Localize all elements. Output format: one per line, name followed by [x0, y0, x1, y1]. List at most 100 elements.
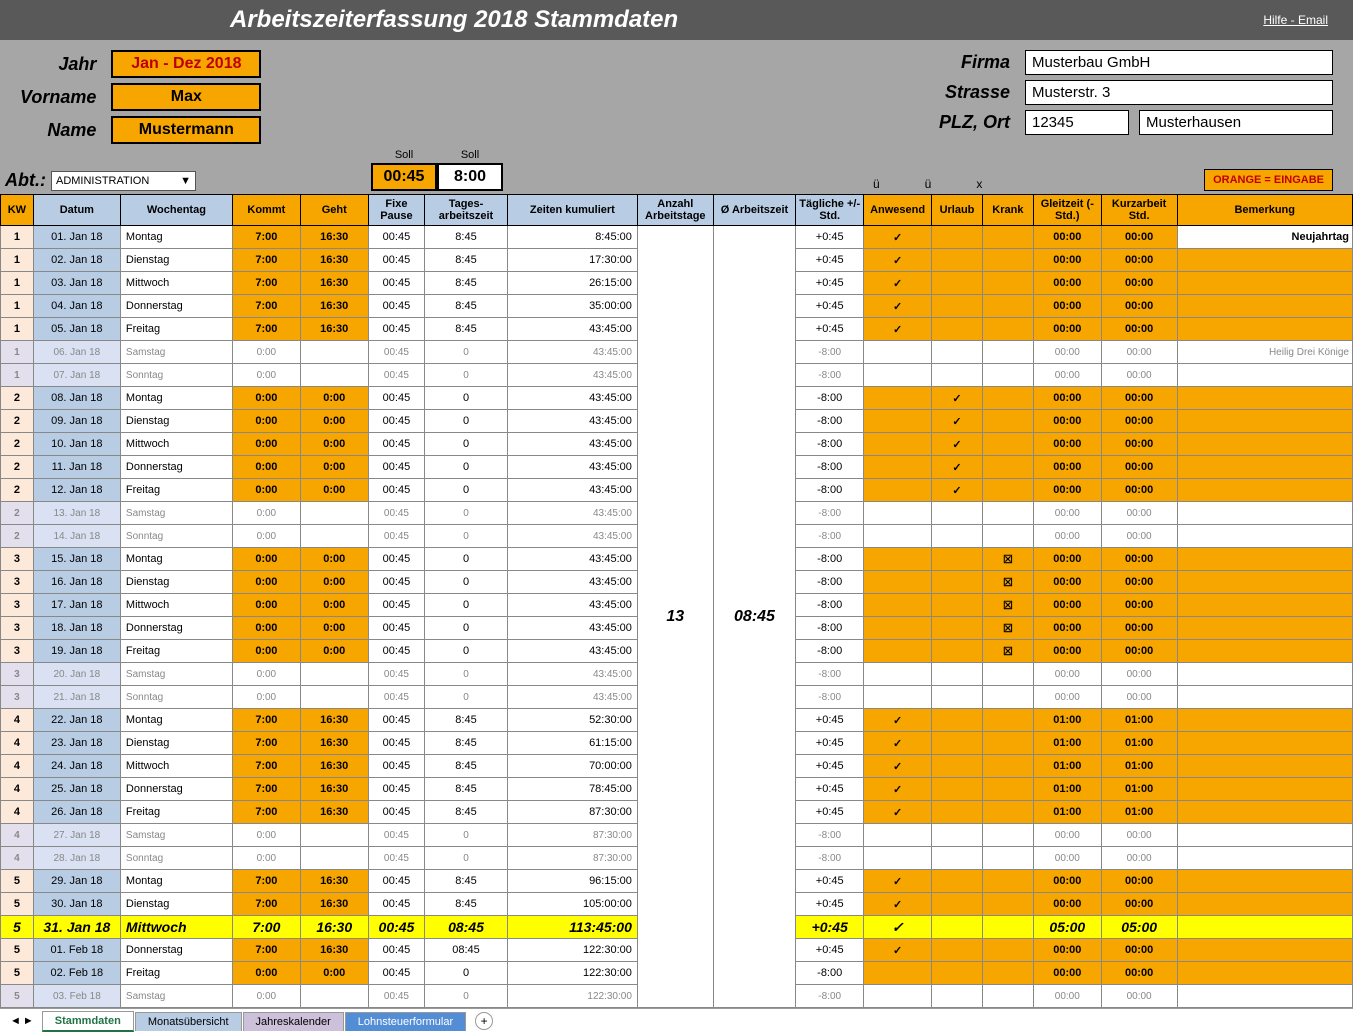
kumul-cell[interactable]: 43:45:00 [507, 456, 637, 479]
bemerkung-cell[interactable] [1177, 295, 1352, 318]
diff-cell[interactable]: -8:00 [796, 847, 864, 870]
kw-cell[interactable]: 4 [1, 778, 34, 801]
krank-cell[interactable] [982, 732, 1033, 755]
kw-cell[interactable]: 3 [1, 686, 34, 709]
kommt-cell[interactable]: 7:00 [232, 249, 300, 272]
pause-cell[interactable]: 00:45 [368, 295, 425, 318]
krank-cell[interactable] [982, 341, 1033, 364]
urlaub-cell[interactable] [932, 663, 983, 686]
bemerkung-cell[interactable] [1177, 985, 1352, 1008]
datum-cell[interactable]: 14. Jan 18 [33, 525, 120, 548]
tages-cell[interactable]: 8:45 [425, 870, 508, 893]
gleitzeit-cell[interactable]: 00:00 [1033, 433, 1101, 456]
krank-cell[interactable] [982, 433, 1033, 456]
diff-cell[interactable]: +0:45 [796, 226, 864, 249]
kurzarbeit-cell[interactable]: 00:00 [1101, 364, 1177, 387]
wtag-cell[interactable]: Donnerstag [120, 778, 232, 801]
pause-cell[interactable]: 00:45 [368, 249, 425, 272]
datum-cell[interactable]: 13. Jan 18 [33, 502, 120, 525]
pause-cell[interactable]: 00:45 [368, 479, 425, 502]
kurzarbeit-cell[interactable]: 01:00 [1101, 778, 1177, 801]
krank-cell[interactable] [982, 226, 1033, 249]
kw-cell[interactable]: 5 [1, 893, 34, 916]
diff-cell[interactable]: +0:45 [796, 893, 864, 916]
tages-cell[interactable]: 8:45 [425, 732, 508, 755]
datum-cell[interactable]: 15. Jan 18 [33, 548, 120, 571]
kommt-cell[interactable]: 0:00 [232, 479, 300, 502]
tages-cell[interactable]: 8:45 [425, 755, 508, 778]
kw-cell[interactable]: 2 [1, 433, 34, 456]
wtag-cell[interactable]: Samstag [120, 502, 232, 525]
tages-cell[interactable]: 0 [425, 985, 508, 1008]
kw-cell[interactable]: 4 [1, 709, 34, 732]
diff-cell[interactable]: -8:00 [796, 985, 864, 1008]
kw-cell[interactable]: 2 [1, 502, 34, 525]
tages-cell[interactable]: 0 [425, 594, 508, 617]
pause-cell[interactable]: 00:45 [368, 387, 425, 410]
bemerkung-cell[interactable] [1177, 387, 1352, 410]
kumul-cell[interactable]: 43:45:00 [507, 525, 637, 548]
geht-cell[interactable]: 16:30 [300, 318, 368, 341]
kurzarbeit-cell[interactable]: 00:00 [1101, 962, 1177, 985]
kurzarbeit-cell[interactable]: 00:00 [1101, 548, 1177, 571]
tages-cell[interactable]: 0 [425, 663, 508, 686]
kurzarbeit-cell[interactable]: 00:00 [1101, 456, 1177, 479]
kurzarbeit-cell[interactable]: 00:00 [1101, 249, 1177, 272]
datum-cell[interactable]: 28. Jan 18 [33, 847, 120, 870]
kumul-cell[interactable]: 113:45:00 [507, 916, 637, 939]
geht-cell[interactable]: 0:00 [300, 962, 368, 985]
kurzarbeit-cell[interactable]: 00:00 [1101, 571, 1177, 594]
krank-cell[interactable] [982, 962, 1033, 985]
pause-cell[interactable]: 00:45 [368, 939, 425, 962]
kurzarbeit-cell[interactable]: 00:00 [1101, 594, 1177, 617]
tages-cell[interactable]: 0 [425, 387, 508, 410]
urlaub-cell[interactable] [932, 364, 983, 387]
kommt-cell[interactable]: 0:00 [232, 410, 300, 433]
kommt-cell[interactable]: 0:00 [232, 364, 300, 387]
anwesend-cell[interactable] [864, 502, 932, 525]
tages-cell[interactable]: 0 [425, 502, 508, 525]
abt-dropdown[interactable]: ADMINISTRATION ▼ [51, 171, 196, 191]
kw-cell[interactable]: 3 [1, 571, 34, 594]
kommt-cell[interactable]: 7:00 [232, 755, 300, 778]
urlaub-cell[interactable]: ✓ [932, 456, 983, 479]
datum-cell[interactable]: 01. Feb 18 [33, 939, 120, 962]
pause-cell[interactable]: 00:45 [368, 226, 425, 249]
pause-cell[interactable]: 00:45 [368, 824, 425, 847]
firma-input[interactable]: Musterbau GmbH [1025, 50, 1333, 75]
krank-cell[interactable]: ☒ [982, 571, 1033, 594]
wtag-cell[interactable]: Montag [120, 709, 232, 732]
gleitzeit-cell[interactable]: 00:00 [1033, 226, 1101, 249]
wtag-cell[interactable]: Dienstag [120, 249, 232, 272]
strasse-input[interactable]: Musterstr. 3 [1025, 80, 1333, 105]
diff-cell[interactable]: -8:00 [796, 663, 864, 686]
gleitzeit-cell[interactable]: 00:00 [1033, 548, 1101, 571]
geht-cell[interactable]: 16:30 [300, 916, 368, 939]
kommt-cell[interactable]: 0:00 [232, 617, 300, 640]
diff-cell[interactable]: +0:45 [796, 709, 864, 732]
datum-cell[interactable]: 29. Jan 18 [33, 870, 120, 893]
tages-cell[interactable]: 8:45 [425, 249, 508, 272]
kumul-cell[interactable]: 43:45:00 [507, 479, 637, 502]
datum-cell[interactable]: 17. Jan 18 [33, 594, 120, 617]
krank-cell[interactable] [982, 870, 1033, 893]
geht-cell[interactable] [300, 686, 368, 709]
pause-cell[interactable]: 00:45 [368, 318, 425, 341]
gleitzeit-cell[interactable]: 00:00 [1033, 686, 1101, 709]
diff-cell[interactable]: -8:00 [796, 617, 864, 640]
gleitzeit-cell[interactable]: 00:00 [1033, 249, 1101, 272]
urlaub-cell[interactable] [932, 847, 983, 870]
urlaub-cell[interactable] [932, 548, 983, 571]
gleitzeit-cell[interactable]: 00:00 [1033, 939, 1101, 962]
kumul-cell[interactable]: 43:45:00 [507, 364, 637, 387]
diff-cell[interactable]: -8:00 [796, 364, 864, 387]
gleitzeit-cell[interactable]: 00:00 [1033, 479, 1101, 502]
kommt-cell[interactable]: 7:00 [232, 272, 300, 295]
bemerkung-cell[interactable] [1177, 594, 1352, 617]
anwesend-cell[interactable]: ✓ [864, 778, 932, 801]
wtag-cell[interactable]: Donnerstag [120, 617, 232, 640]
datum-cell[interactable]: 26. Jan 18 [33, 801, 120, 824]
kw-cell[interactable]: 3 [1, 617, 34, 640]
diff-cell[interactable]: -8:00 [796, 410, 864, 433]
gleitzeit-cell[interactable]: 00:00 [1033, 318, 1101, 341]
